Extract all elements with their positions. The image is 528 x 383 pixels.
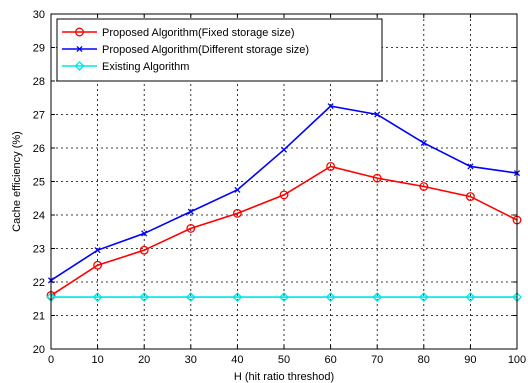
data-point-different-storage (327, 103, 334, 110)
data-point-fixed-storage (232, 208, 242, 218)
x-tick-label: 0 (48, 354, 54, 366)
y-tick-label: 26 (33, 143, 45, 155)
x-tick-label: 100 (508, 354, 526, 366)
data-point-different-storage (280, 146, 288, 153)
data-point-different-storage (374, 111, 381, 118)
data-point-existing (139, 292, 150, 302)
data-point-fixed-storage (186, 223, 196, 233)
tick-labels: 0 10 20 30 40 50 60 70 80 90 100 20 21 22 23 24 25 26 27 28… (33, 9, 526, 366)
y-tick-label: 24 (33, 210, 45, 222)
y-tick-label: 29 (33, 43, 45, 55)
data-point-existing (185, 292, 196, 302)
data-point-existing (325, 292, 336, 302)
series-line-fixed-storage (50, 165, 518, 297)
data-point-fixed-storage (279, 190, 289, 200)
y-tick-label: 22 (33, 277, 45, 289)
data-point-fixed-storage (419, 182, 429, 191)
data-point-existing (232, 292, 243, 302)
data-point-existing (418, 292, 429, 302)
data-point-different-storage (187, 208, 194, 215)
legend-label-different-storage: Proposed Algorithm(Different storage siz… (102, 44, 309, 56)
x-tick-label: 50 (278, 354, 290, 366)
legend-label-fixed-storage: Proposed Algorithm(Fixed storage size) (102, 27, 295, 39)
data-point-different-storage (94, 247, 101, 254)
y-tick-label: 23 (33, 244, 45, 256)
x-tick-label: 40 (231, 354, 243, 366)
x-axis-label: H (hit ratio threshod) (234, 371, 334, 383)
y-tick-label: 21 (33, 311, 45, 323)
data-point-fixed-storage (465, 192, 475, 202)
data-point-fixed-storage (372, 173, 382, 183)
data-point-existing (92, 292, 103, 302)
y-tick-label: 28 (33, 76, 45, 88)
y-axis-label: Cache efficiency (%) (11, 131, 23, 232)
x-tick-label: 20 (138, 354, 150, 366)
x-tick-label: 30 (185, 354, 197, 366)
y-tick-label: 25 (33, 177, 45, 189)
data-point-existing (372, 292, 383, 302)
data-point-fixed-storage (139, 245, 149, 255)
y-tick-label: 27 (33, 110, 45, 122)
legend-box (56, 18, 383, 82)
legend-marker-different-storage (76, 45, 83, 53)
legend-label-existing: Existing Algorithm (102, 61, 189, 73)
legend-marker-existing (74, 61, 85, 71)
x-tick-label: 80 (418, 354, 430, 366)
data-point-existing (465, 292, 476, 302)
x-tick-label: 10 (91, 354, 103, 366)
data-point-fixed-storage (326, 161, 336, 171)
y-tick-label: 30 (33, 9, 45, 21)
data-point-existing (279, 292, 289, 302)
y-tick-label: 20 (33, 344, 45, 356)
series-layer (46, 103, 522, 302)
data-point-fixed-storage (93, 260, 103, 270)
x-tick-label: 60 (324, 354, 336, 366)
x-tick-label: 90 (464, 354, 476, 366)
axes (50, 13, 518, 350)
data-point-different-storage (467, 163, 474, 170)
legend-marker-fixed-storage (75, 27, 84, 37)
x-tick-label: 70 (371, 354, 383, 366)
data-point-different-storage (234, 186, 241, 193)
legend: Proposed Algorithm(Fixed storage size) Pr… (56, 18, 383, 82)
data-point-different-storage (420, 139, 427, 147)
data-point-different-storage (141, 230, 148, 237)
